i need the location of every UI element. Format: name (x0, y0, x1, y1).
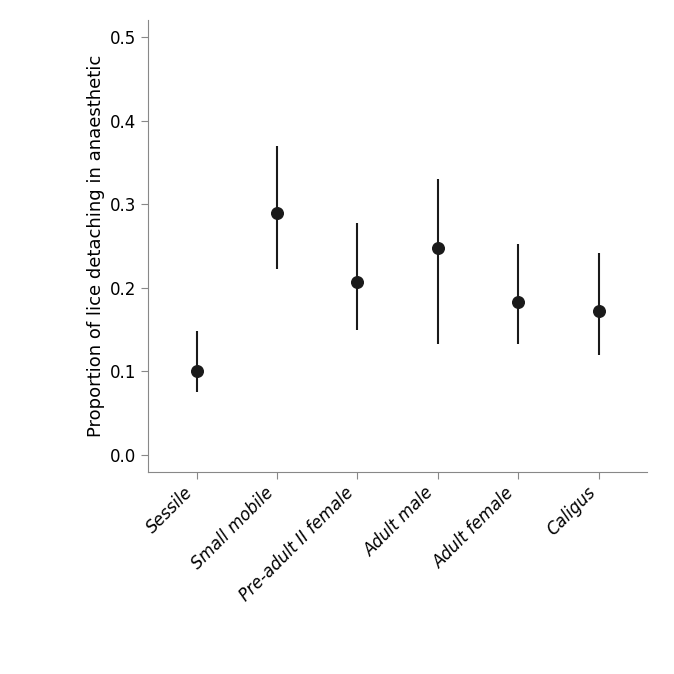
Y-axis label: Proportion of lice detaching in anaesthetic: Proportion of lice detaching in anaesthe… (86, 55, 104, 437)
Point (191, 366, 202, 377)
Point (593, 306, 604, 317)
Point (433, 242, 443, 253)
Point (513, 297, 524, 307)
Point (352, 276, 363, 287)
Point (272, 207, 282, 218)
